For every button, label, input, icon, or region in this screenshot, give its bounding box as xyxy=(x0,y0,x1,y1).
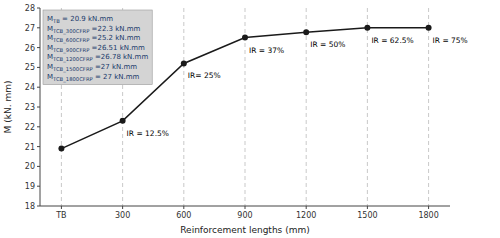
text-box-sub: TCB_1800CFRP xyxy=(52,76,93,83)
x-tick xyxy=(245,206,246,209)
annotation: IR = 62.5% xyxy=(371,36,413,45)
x-tick-label: 1500 xyxy=(357,211,377,220)
y-tick xyxy=(37,107,40,108)
point xyxy=(426,25,432,31)
y-tick-label: 22 xyxy=(25,123,35,132)
y-tick-label: 25 xyxy=(25,63,35,72)
point xyxy=(242,35,248,41)
x-tick-label: 1200 xyxy=(296,211,316,220)
annotation: IR = 12.5% xyxy=(127,129,169,138)
axes: 18 19 20 21 22 23 24 25 26 27 28 TB 300 600 900 1200 150… xyxy=(25,4,450,220)
point xyxy=(364,25,370,31)
annotation: IR = 75% xyxy=(433,36,468,45)
grid-line-x xyxy=(183,8,184,206)
y-tick-label: 24 xyxy=(25,83,35,92)
text-box-sub: TCB_900CFRP xyxy=(52,47,89,54)
text-box-text: = 27 kN.mm xyxy=(93,73,140,81)
x-tick xyxy=(306,206,307,209)
text-box-text: =22.3 kN.mm xyxy=(89,25,140,33)
y-tick-label: 23 xyxy=(25,103,35,112)
text-box-line: MTCB_1200CFRP =26.78 kN.mm xyxy=(47,53,148,63)
text-box-line: MTCB_600CFRP =25.2 kN.mm xyxy=(47,34,141,44)
text-box-text: =26.51 kN.mm xyxy=(89,44,145,52)
y-tick xyxy=(37,186,40,187)
text-box-text: =27 kN.mm xyxy=(93,63,138,71)
y-tick xyxy=(37,8,40,9)
text-box-frame xyxy=(43,10,152,85)
point xyxy=(58,146,64,152)
text-box-text: = 20.9 kN.mm xyxy=(60,15,113,23)
y-tick xyxy=(37,166,40,167)
text-box-line: MTCB_300CFRP =22.3 kN.mm xyxy=(47,25,141,35)
point xyxy=(181,60,187,66)
x-tick xyxy=(122,206,123,209)
text-box-sub: TCB_300CFRP xyxy=(52,28,89,35)
point xyxy=(303,29,309,35)
y-tick xyxy=(37,47,40,48)
text-box-text: =26.78 kN.mm xyxy=(93,53,149,61)
text-box-line: MTCB_900CFRP =26.51 kN.mm xyxy=(47,44,145,54)
x-tick-label: 1800 xyxy=(418,211,438,220)
y-tick-label: 26 xyxy=(25,44,35,53)
y-tick xyxy=(37,27,40,28)
text-box-line: MTB = 20.9 kN.mm xyxy=(47,15,113,24)
text-box-sub: TCB_1200CFRP xyxy=(52,56,93,63)
annotations: IR = 12.5% IR= 25% IR = 37% IR = 50% IR = 62… xyxy=(127,36,468,138)
annotation: IR = 37% xyxy=(249,46,284,55)
x-tick xyxy=(61,206,62,209)
y-tick xyxy=(37,146,40,147)
text-box-sub: TCB_1500CFRP xyxy=(52,66,93,73)
x-tick-label: 900 xyxy=(237,211,252,220)
y-tick-label: 27 xyxy=(25,24,35,33)
y-tick-label: 28 xyxy=(25,4,35,13)
y-tick xyxy=(37,206,40,207)
x-tick xyxy=(367,206,368,209)
chart: 18 19 20 21 22 23 24 25 26 27 28 TB 300 600 900 1200 150… xyxy=(0,0,500,238)
x-tick-label: 300 xyxy=(115,211,130,220)
y-tick-label: 18 xyxy=(25,202,35,211)
x-tick xyxy=(183,206,184,209)
text-box-line: MTCB_1800CFRP = 27 kN.mm xyxy=(47,73,139,83)
text-box-sub: TCB_600CFRP xyxy=(52,37,89,44)
grid-line-x xyxy=(306,8,307,206)
text-box-text: =25.2 kN.mm xyxy=(89,34,140,42)
y-tick-label: 21 xyxy=(25,143,35,152)
grid xyxy=(61,8,428,206)
y-tick xyxy=(37,87,40,88)
grid-line-x xyxy=(367,8,368,206)
y-tick xyxy=(37,126,40,127)
x-tick xyxy=(428,206,429,209)
series xyxy=(58,25,431,152)
grid-line-x xyxy=(428,8,429,206)
y-tick-label: 19 xyxy=(25,182,35,191)
x-axis-label: Reinforcement lengths (mm) xyxy=(180,225,309,235)
point xyxy=(120,118,126,124)
line xyxy=(61,28,428,149)
y-tick xyxy=(37,67,40,68)
text-box-line: MTCB_1500CFRP =27 kN.mm xyxy=(47,63,137,73)
x-tick-label: 600 xyxy=(176,211,191,220)
annotation: IR = 50% xyxy=(310,40,345,49)
y-axis-label: M (kN. mm) xyxy=(3,81,13,134)
text-box: MTB = 20.9 kN.mmMTCB_300CFRP =22.3 kN.mm… xyxy=(43,10,152,85)
x-tick-label: TB xyxy=(55,211,66,220)
y-tick-label: 20 xyxy=(25,162,35,171)
annotation: IR= 25% xyxy=(188,71,221,80)
